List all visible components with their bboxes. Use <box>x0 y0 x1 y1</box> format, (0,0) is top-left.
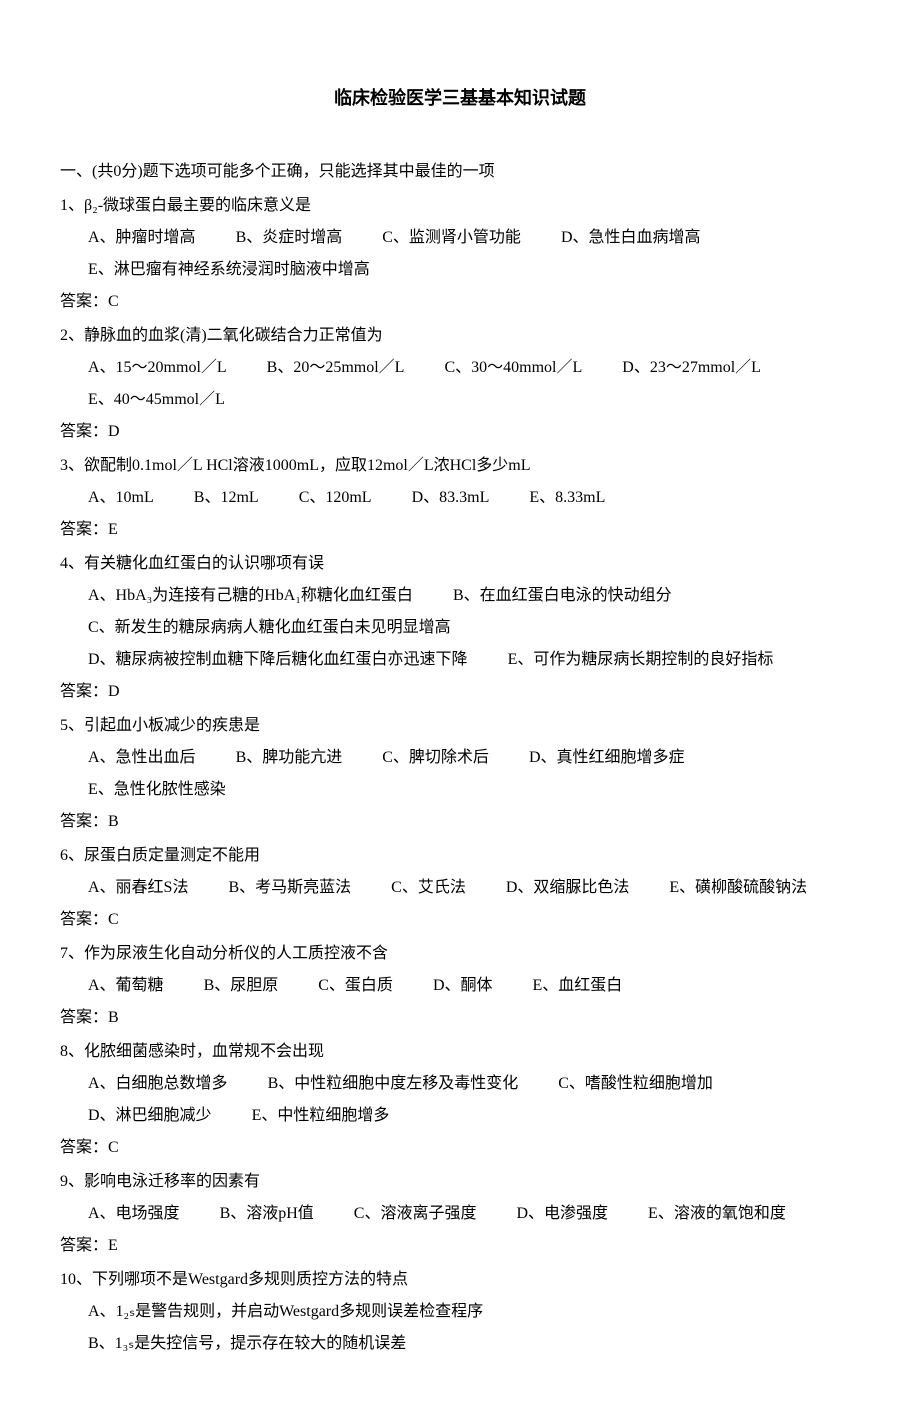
option-item: B、12mL <box>194 489 259 506</box>
option-item: D、双缩脲比色法 <box>506 879 630 896</box>
question-answer: 答案：B <box>60 806 860 838</box>
question-text: 4、有关糖化血红蛋白的认识哪项有误 <box>60 548 860 580</box>
question-text: 9、影响电泳迁移率的因素有 <box>60 1166 860 1198</box>
question-answer: 答案：C <box>60 286 860 318</box>
option-item: E、溶液的氧饱和度 <box>648 1205 786 1222</box>
question-options: A、丽春红S法 B、考马斯亮蓝法 C、艾氏法 D、双缩脲比色法 E、磺柳酸硫酸钠… <box>60 872 860 904</box>
question-options: A、急性出血后 B、脾功能亢进 C、脾切除术后 D、真性红细胞增多症 E、急性化… <box>60 742 860 806</box>
option-item: A、肿瘤时增高 <box>88 229 196 246</box>
question-options: A、电场强度 B、溶液pH值 C、溶液离子强度 D、电渗强度 E、溶液的氧饱和度 <box>60 1198 860 1230</box>
section-header: 一、(共0分)题下选项可能多个正确，只能选择其中最佳的一项 <box>60 156 860 188</box>
option-item: D、急性白血病增高 <box>561 229 701 246</box>
option-item: C、艾氏法 <box>391 879 466 896</box>
question-text: 2、静脉血的血浆(清)二氧化碳结合力正常值为 <box>60 320 860 352</box>
option-item: E、血红蛋白 <box>533 977 623 994</box>
option-item: E、中性粒细胞增多 <box>252 1107 390 1124</box>
question-block: 9、影响电泳迁移率的因素有A、电场强度 B、溶液pH值 C、溶液离子强度 D、电… <box>60 1166 860 1262</box>
option-item: A、丽春红S法 <box>88 879 188 896</box>
option-item: A、10mL <box>88 489 154 506</box>
option-item: E、40～45mmol／L <box>88 391 225 408</box>
option-item: D、83.3mL <box>412 489 490 506</box>
question-answer: 答案：E <box>60 514 860 546</box>
question-text: 7、作为尿液生化自动分析仪的人工质控液不含 <box>60 938 860 970</box>
question-answer: 答案：E <box>60 1230 860 1262</box>
question-options: A、15～20mmol／L B、20～25mmol／L C、30～40mmol／… <box>60 352 860 416</box>
option-item: A、葡萄糖 <box>88 977 164 994</box>
question-text: 3、欲配制0.1mol／L HCl溶液1000mL，应取12mol／L浓HCl多… <box>60 450 860 482</box>
option-item: E、可作为糖尿病长期控制的良好指标 <box>508 651 774 668</box>
questions-container: 1、β₂-微球蛋白最主要的临床意义是A、肿瘤时增高 B、炎症时增高 C、监测肾小… <box>60 190 860 1360</box>
question-text: 6、尿蛋白质定量测定不能用 <box>60 840 860 872</box>
option-item: B、炎症时增高 <box>236 229 343 246</box>
question-block: 7、作为尿液生化自动分析仪的人工质控液不含A、葡萄糖 B、尿胆原 C、蛋白质 D… <box>60 938 860 1034</box>
question-answer: 答案：B <box>60 1002 860 1034</box>
question-block: 10、下列哪项不是Westgard多规则质控方法的特点A、1₂ₛ是警告规则，并启… <box>60 1264 860 1360</box>
option-item: A、白细胞总数增多 <box>88 1075 228 1092</box>
option-item: C、嗜酸性粒细胞增加 <box>558 1075 713 1092</box>
page-title: 临床检验医学三基基本知识试题 <box>60 80 860 116</box>
option-item: C、溶液离子强度 <box>354 1205 477 1222</box>
question-block: 2、静脉血的血浆(清)二氧化碳结合力正常值为A、15～20mmol／L B、20… <box>60 320 860 448</box>
question-options: A、1₂ₛ是警告规则，并启动Westgard多规则误差检查程序 B、1₃ₛ是失控… <box>60 1296 860 1360</box>
option-item: D、糖尿病被控制血糖下降后糖化血红蛋白亦迅速下降 <box>88 651 468 668</box>
question-block: 3、欲配制0.1mol／L HCl溶液1000mL，应取12mol／L浓HCl多… <box>60 450 860 546</box>
option-item: B、中性粒细胞中度左移及毒性变化 <box>268 1075 519 1092</box>
question-block: 1、β₂-微球蛋白最主要的临床意义是A、肿瘤时增高 B、炎症时增高 C、监测肾小… <box>60 190 860 318</box>
question-options: A、肿瘤时增高 B、炎症时增高 C、监测肾小管功能 D、急性白血病增高 E、淋巴… <box>60 222 860 286</box>
option-item: C、监测肾小管功能 <box>382 229 521 246</box>
question-answer: 答案：D <box>60 416 860 448</box>
option-item: B、20～25mmol／L <box>267 359 405 376</box>
option-item: C、新发生的糖尿病病人糖化血红蛋白未见明显增高 <box>88 619 451 636</box>
question-text: 8、化脓细菌感染时，血常规不会出现 <box>60 1036 860 1068</box>
option-item: C、脾切除术后 <box>382 749 489 766</box>
option-item: C、120mL <box>299 489 372 506</box>
option-item: A、HbA₃为连接有己糖的HbA₁称糖化血红蛋白 <box>88 587 413 604</box>
option-item: E、急性化脓性感染 <box>88 781 226 798</box>
option-item: B、考马斯亮蓝法 <box>228 879 351 896</box>
question-answer: 答案：D <box>60 676 860 708</box>
question-block: 5、引起血小板减少的疾患是A、急性出血后 B、脾功能亢进 C、脾切除术后 D、真… <box>60 710 860 838</box>
option-item: B、在血红蛋白电泳的快动组分 <box>453 587 672 604</box>
question-options: A、葡萄糖 B、尿胆原 C、蛋白质 D、酮体 E、血红蛋白 <box>60 970 860 1002</box>
option-item: D、真性红细胞增多症 <box>529 749 685 766</box>
question-text: 5、引起血小板减少的疾患是 <box>60 710 860 742</box>
option-item: D、电渗强度 <box>516 1205 608 1222</box>
question-text: 1、β₂-微球蛋白最主要的临床意义是 <box>60 190 860 222</box>
option-item: E、淋巴瘤有神经系统浸润时脑液中增高 <box>88 261 370 278</box>
question-options: A、10mL B、12mL C、120mL D、83.3mL E、8.33mL <box>60 482 860 514</box>
question-block: 8、化脓细菌感染时，血常规不会出现A、白细胞总数增多 B、中性粒细胞中度左移及毒… <box>60 1036 860 1164</box>
option-item: B、溶液pH值 <box>220 1205 314 1222</box>
option-item: B、脾功能亢进 <box>236 749 343 766</box>
option-item: A、15～20mmol／L <box>88 359 227 376</box>
option-item: A、急性出血后 <box>88 749 196 766</box>
question-answer: 答案：C <box>60 904 860 936</box>
option-item: A、1₂ₛ是警告规则，并启动Westgard多规则误差检查程序 <box>88 1303 483 1320</box>
option-item: C、30～40mmol／L <box>444 359 582 376</box>
option-item: E、8.33mL <box>529 489 605 506</box>
question-block: 4、有关糖化血红蛋白的认识哪项有误A、HbA₃为连接有己糖的HbA₁称糖化血红蛋… <box>60 548 860 708</box>
option-item: E、磺柳酸硫酸钠法 <box>669 879 807 896</box>
option-item: D、23～27mmol／L <box>622 359 761 376</box>
option-item: B、尿胆原 <box>204 977 279 994</box>
question-options: A、HbA₃为连接有己糖的HbA₁称糖化血红蛋白 B、在血红蛋白电泳的快动组分 … <box>60 580 860 676</box>
option-item: B、1₃ₛ是失控信号，提示存在较大的随机误差 <box>88 1335 406 1352</box>
option-item: D、淋巴细胞减少 <box>88 1107 212 1124</box>
question-options: A、白细胞总数增多 B、中性粒细胞中度左移及毒性变化 C、嗜酸性粒细胞增加 D、… <box>60 1068 860 1132</box>
question-text: 10、下列哪项不是Westgard多规则质控方法的特点 <box>60 1264 860 1296</box>
question-answer: 答案：C <box>60 1132 860 1164</box>
option-item: D、酮体 <box>433 977 493 994</box>
option-item: C、蛋白质 <box>318 977 393 994</box>
question-block: 6、尿蛋白质定量测定不能用A、丽春红S法 B、考马斯亮蓝法 C、艾氏法 D、双缩… <box>60 840 860 936</box>
option-item: A、电场强度 <box>88 1205 180 1222</box>
